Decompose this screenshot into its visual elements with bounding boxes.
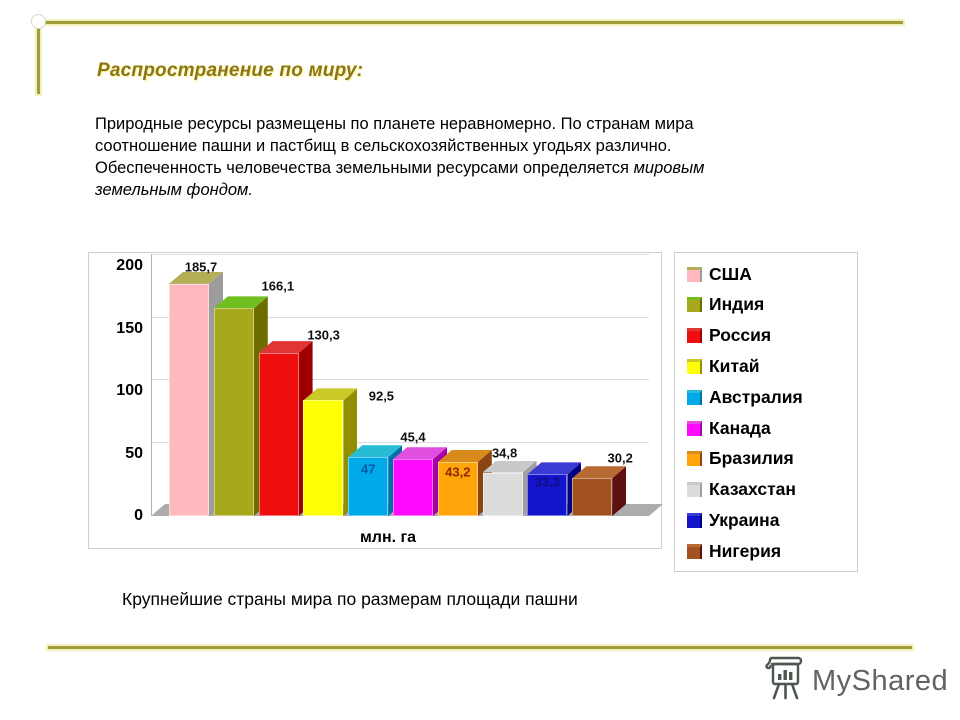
- chart-bar-front-0: [169, 283, 209, 516]
- corner-ornament: [31, 14, 46, 29]
- chart-bar-top: [572, 466, 626, 478]
- gridline: [151, 254, 649, 255]
- chart-bar-front-1: [213, 308, 254, 516]
- bar-value-label: 45,4: [400, 429, 426, 445]
- legend-marker-icon: [687, 482, 702, 498]
- legend-label: Бразилия: [709, 448, 794, 469]
- chart-bar-front-3: [303, 400, 344, 516]
- chart-bar-top: [393, 447, 447, 459]
- chart-bar-top: [527, 462, 581, 474]
- bar-value-label: 47: [360, 461, 376, 477]
- bar-value-label: 185,7: [184, 259, 218, 275]
- top-rule: [37, 21, 903, 24]
- legend-label: США: [709, 263, 752, 284]
- legend-label: Украина: [709, 509, 780, 530]
- legend-label: Австралия: [709, 386, 803, 407]
- bar-value-label: 43,2: [445, 464, 471, 480]
- chart-bar-top: [259, 341, 313, 353]
- bar-value-label: 30,2: [607, 450, 633, 466]
- legend-marker-icon: [687, 297, 702, 313]
- chart-bar-side: [612, 466, 626, 516]
- chart-bar-front-2: [258, 353, 299, 516]
- bar-value-label: 92,5: [368, 388, 395, 404]
- legend-label: Россия: [709, 325, 772, 346]
- left-rule: [37, 21, 40, 94]
- chart-legend: США Индия Россия Китай Австралия Канада Бразил…: [674, 252, 858, 572]
- legend-marker-icon: [687, 328, 702, 344]
- chart-bar-top: [348, 445, 402, 457]
- legend-item: Россия: [687, 323, 771, 349]
- legend-item: Канада: [687, 415, 771, 441]
- bottom-rule: [48, 646, 912, 649]
- bar-value-label: 33,3: [534, 474, 561, 490]
- chart-bar-front-5: [393, 459, 433, 516]
- legend-marker-icon: [687, 389, 702, 405]
- legend-marker-icon: [687, 543, 702, 559]
- chart-bar-front-7: [482, 472, 523, 516]
- chart-bar-top: [483, 461, 537, 473]
- presentation-easel-icon: [762, 656, 804, 707]
- chart-bar-top: [303, 388, 357, 400]
- legend-item: Индия: [687, 292, 764, 318]
- slide-title: Распространение по миру:: [97, 60, 364, 81]
- legend-item: Китай: [687, 353, 760, 379]
- legend-label: Китай: [709, 355, 760, 376]
- chart-bar-front-8: [527, 474, 568, 516]
- legend-marker-icon: [687, 512, 702, 528]
- chart-bar-front-9: [572, 478, 613, 516]
- legend-item: Нигерия: [687, 538, 781, 564]
- legend-marker-icon: [687, 358, 702, 374]
- chart-caption: Крупнейшие страны мира по размерам площа…: [122, 589, 578, 609]
- legend-label: Нигерия: [709, 540, 782, 561]
- y-axis-tick: 50: [125, 444, 143, 462]
- bar-chart: 0 50 100 150 200 185,7 166,1 130,3 92,5 47 45,4 43,…: [88, 252, 662, 549]
- y-axis-tick: 0: [134, 507, 143, 524]
- body-text: Природные ресурсы размещены по планете н…: [95, 113, 747, 201]
- legend-item: Бразилия: [687, 446, 794, 472]
- y-axis-tick: 200: [116, 257, 143, 274]
- legend-label: Индия: [709, 294, 765, 315]
- legend-item: Украина: [687, 507, 779, 533]
- gridline: [151, 379, 649, 380]
- chart-bar-top: [214, 296, 268, 308]
- legend-item: США: [687, 261, 752, 287]
- bar-value-label: 34,8: [491, 445, 518, 460]
- paragraph-2-italic: мировым земельным фондом.: [95, 159, 705, 199]
- legend-marker-icon: [687, 451, 702, 467]
- legend-marker-icon: [687, 266, 702, 282]
- legend-item: Австралия: [687, 384, 803, 410]
- y-axis-tick: 150: [116, 319, 143, 337]
- paragraph-1: Природные ресурсы размещены по планете н…: [95, 115, 694, 155]
- chart-bar-top: [438, 450, 492, 462]
- chart-bar-front-6: [437, 462, 478, 516]
- bar-value-label: 166,1: [261, 278, 295, 294]
- axis-unit-label: млн. га: [359, 529, 417, 546]
- gridline: [151, 316, 649, 318]
- bar-value-label: 130,3: [307, 327, 340, 343]
- y-axis-line: [151, 254, 152, 516]
- myshared-logo[interactable]: MyShared: [762, 656, 948, 707]
- legend-item: Казахстан: [687, 477, 796, 503]
- legend-label: Казахстан: [709, 479, 796, 500]
- legend-marker-icon: [687, 420, 702, 436]
- paragraph-2: Обеспеченность человечества земельными р…: [95, 157, 747, 201]
- gridline: [151, 441, 649, 443]
- legend-label: Канада: [709, 417, 771, 438]
- paragraph-2-normal: Обеспеченность человечества земельными р…: [95, 159, 634, 177]
- y-axis-tick: 100: [116, 382, 143, 399]
- myshared-wordmark: MyShared: [812, 665, 949, 697]
- chart-bar-front-4: [348, 457, 389, 516]
- chart-bar-top: [169, 272, 223, 284]
